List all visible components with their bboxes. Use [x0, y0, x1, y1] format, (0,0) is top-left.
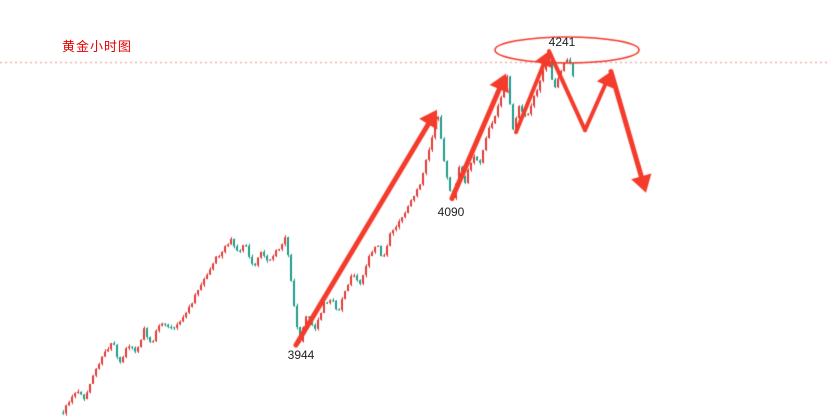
price-label-3944: 3944: [287, 348, 315, 362]
price-label-4241: 4241: [548, 35, 576, 49]
price-label-4090: 4090: [437, 205, 465, 219]
chart-title: 黄金小时图: [62, 39, 133, 54]
